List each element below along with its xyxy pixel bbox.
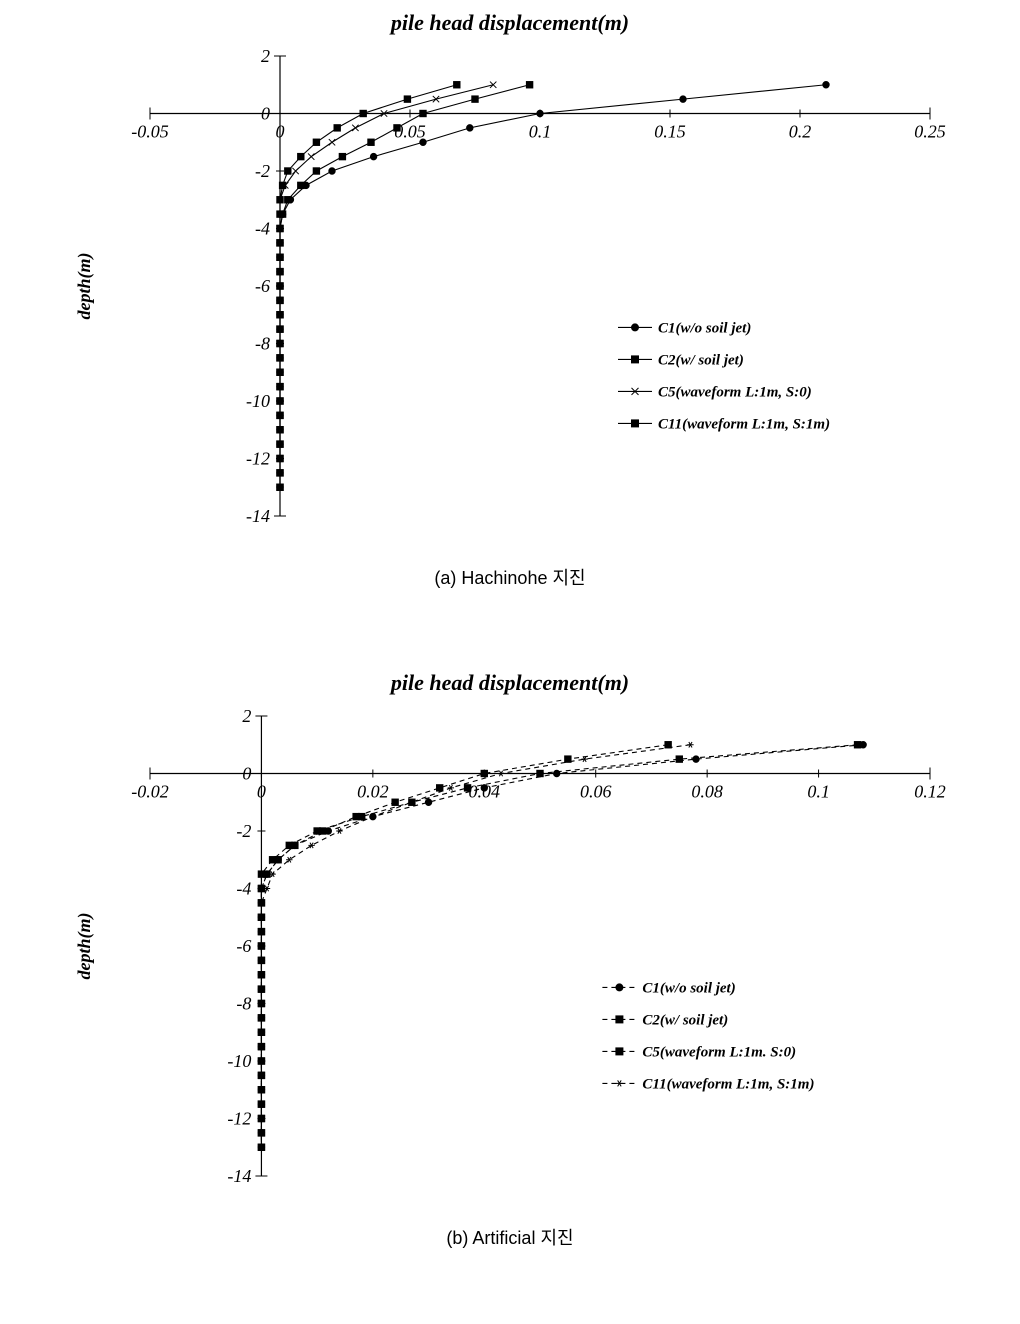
legend-item: C1(w/o soil jet) [602, 980, 735, 996]
x-tick-label: 0.25 [914, 122, 946, 142]
x-tick-label: 0.1 [807, 782, 830, 802]
legend-label: C5(waveform L:1m. S:0) [642, 1044, 796, 1060]
legend-item: C5(waveform L:1m, S:0) [618, 384, 812, 400]
chart-a-wrap: pile head displacement(m) -0.0500.050.10… [0, 10, 1020, 590]
y-axis-label: depth(m) [74, 913, 95, 980]
x-tick-label: 0.08 [691, 782, 723, 802]
chart-a-title: pile head displacement(m) [0, 10, 1020, 36]
legend-item: C2(w/ soil jet) [602, 1012, 728, 1028]
x-tick-label: 0.1 [529, 122, 552, 142]
chart-a-caption: (a) Hachinohe 지진 [0, 564, 1020, 590]
x-tick-label: 0.06 [580, 782, 612, 802]
legend-item: C5(waveform L:1m. S:0) [602, 1044, 796, 1060]
y-tick-label: -12 [246, 449, 270, 469]
y-tick-label: 0 [261, 104, 270, 124]
y-tick-label: 2 [261, 46, 270, 66]
legend-item: C2(w/ soil jet) [618, 352, 744, 368]
chart-b-wrap: pile head displacement(m) -0.0200.020.04… [0, 670, 1020, 1250]
legend-item: C1(w/o soil jet) [618, 320, 751, 336]
y-tick-label: -12 [227, 1109, 251, 1129]
y-tick-label: -2 [236, 821, 251, 841]
y-tick-label: 0 [242, 764, 251, 784]
chart-b-caption: (b) Artificial 지진 [0, 1224, 1020, 1250]
x-tick-label: 0.12 [914, 782, 946, 802]
legend-label: C5(waveform L:1m, S:0) [658, 384, 812, 400]
x-tick-label: -0.05 [131, 122, 169, 142]
y-tick-label: -4 [255, 219, 270, 239]
legend-label: C11(waveform L:1m, S:1m) [642, 1076, 814, 1092]
y-tick-label: -8 [236, 994, 251, 1014]
legend-label: C2(w/ soil jet) [658, 352, 744, 368]
chart-b-title: pile head displacement(m) [0, 670, 1020, 696]
legend-label: C1(w/o soil jet) [658, 320, 751, 336]
y-tick-label: -6 [236, 936, 251, 956]
y-axis-label: depth(m) [74, 253, 95, 320]
series-C5(waveform L:1m, S:0) [277, 82, 497, 491]
y-tick-label: -10 [246, 391, 270, 411]
y-tick-label: -8 [255, 334, 270, 354]
y-tick-label: -2 [255, 161, 270, 181]
x-tick-label: 0.02 [357, 782, 389, 802]
y-tick-label: -14 [246, 506, 270, 526]
chart-a-svg: -0.0500.050.10.150.20.2520-2-4-6-8-10-12… [60, 36, 960, 556]
chart-b-svg: -0.0200.020.040.060.080.10.1220-2-4-6-8-… [60, 696, 960, 1216]
legend-label: C2(w/ soil jet) [642, 1012, 728, 1028]
legend-item: C11(waveform L:1m, S:1m) [602, 1076, 814, 1092]
legend-item: C11(waveform L:1m, S:1m) [618, 416, 830, 432]
y-tick-label: -4 [236, 879, 251, 899]
y-tick-label: -10 [227, 1051, 251, 1071]
y-tick-label: -6 [255, 276, 270, 296]
x-tick-label: 0.15 [654, 122, 686, 142]
y-tick-label: 2 [242, 706, 251, 726]
series-C11(waveform L:1m, S:1m) [258, 742, 693, 1150]
legend-label: C1(w/o soil jet) [642, 980, 735, 996]
series-C5(waveform L:1m. S:0) [258, 742, 671, 1151]
y-tick-label: -14 [227, 1166, 251, 1186]
x-tick-label: -0.02 [131, 782, 169, 802]
x-tick-label: 0.2 [789, 122, 812, 142]
legend-label: C11(waveform L:1m, S:1m) [658, 416, 830, 432]
